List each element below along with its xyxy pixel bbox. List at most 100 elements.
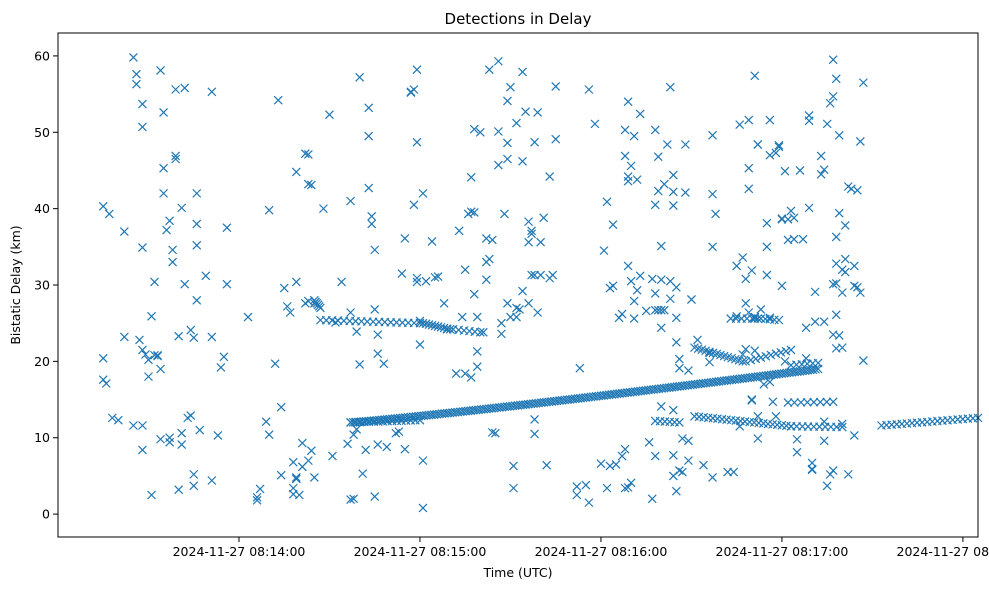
data-point bbox=[735, 120, 745, 130]
data-point bbox=[816, 151, 826, 161]
data-point bbox=[809, 397, 819, 407]
data-point bbox=[750, 71, 760, 81]
data-point bbox=[451, 369, 461, 379]
data-point bbox=[412, 137, 422, 147]
data-point bbox=[138, 243, 147, 253]
data-point bbox=[186, 411, 196, 421]
data-point bbox=[656, 305, 666, 315]
data-point bbox=[493, 56, 503, 66]
data-point bbox=[98, 201, 108, 211]
data-point bbox=[837, 422, 847, 432]
data-point bbox=[759, 379, 769, 389]
data-point bbox=[270, 359, 280, 369]
x-tick-label: 2024-11-27 08:16:00 bbox=[535, 544, 668, 559]
data-point bbox=[98, 353, 108, 363]
data-point bbox=[279, 283, 289, 293]
data-point bbox=[825, 98, 835, 108]
data-point bbox=[650, 200, 660, 210]
data-point bbox=[762, 242, 772, 252]
data-point bbox=[156, 364, 165, 374]
data-point bbox=[472, 362, 482, 372]
data-point bbox=[668, 405, 678, 415]
data-point bbox=[373, 440, 383, 450]
data-point bbox=[288, 457, 298, 467]
data-point bbox=[132, 79, 141, 89]
data-point bbox=[840, 267, 850, 277]
data-point bbox=[626, 478, 636, 488]
data-point bbox=[665, 294, 675, 304]
data-point bbox=[741, 344, 751, 354]
data-point bbox=[355, 72, 365, 82]
y-tick-label: 30 bbox=[34, 278, 50, 293]
data-point bbox=[180, 83, 190, 93]
data-point bbox=[744, 163, 754, 173]
data-point bbox=[213, 431, 223, 440]
data-point bbox=[756, 305, 766, 314]
data-point bbox=[490, 428, 500, 438]
data-point bbox=[623, 482, 633, 492]
data-point bbox=[762, 270, 772, 280]
data-point bbox=[815, 397, 825, 407]
data-point bbox=[364, 103, 374, 113]
data-point bbox=[786, 206, 796, 216]
data-point bbox=[128, 53, 138, 62]
data-point bbox=[285, 308, 295, 317]
data-point bbox=[693, 335, 702, 345]
data-point bbox=[819, 436, 829, 446]
data-point bbox=[766, 350, 776, 360]
data-point bbox=[478, 327, 488, 337]
data-point bbox=[840, 221, 850, 230]
data-point bbox=[617, 309, 627, 319]
data-point bbox=[708, 189, 717, 199]
data-point bbox=[518, 67, 527, 77]
data-point bbox=[807, 458, 817, 468]
data-point bbox=[533, 107, 543, 117]
data-point bbox=[171, 154, 181, 164]
data-point bbox=[674, 354, 684, 364]
data-point bbox=[500, 209, 509, 219]
data-point bbox=[783, 398, 793, 408]
data-point bbox=[439, 298, 449, 308]
data-point bbox=[617, 451, 627, 461]
data-point bbox=[496, 318, 506, 328]
data-point bbox=[460, 369, 470, 379]
data-point bbox=[834, 208, 844, 218]
data-point bbox=[162, 225, 172, 235]
data-point bbox=[430, 272, 440, 282]
y-tick-label: 0 bbox=[42, 507, 50, 522]
data-point bbox=[732, 261, 742, 271]
data-point bbox=[828, 55, 838, 65]
data-point bbox=[469, 289, 479, 299]
data-point bbox=[192, 295, 202, 305]
data-point bbox=[668, 450, 678, 460]
x-tick-label: 2024-11-27 08:17:00 bbox=[716, 544, 849, 559]
data-point bbox=[789, 234, 799, 244]
data-point bbox=[264, 430, 274, 440]
data-point bbox=[684, 366, 693, 375]
data-point bbox=[533, 308, 543, 317]
data-point bbox=[662, 140, 672, 149]
data-point bbox=[738, 350, 748, 359]
data-point bbox=[156, 65, 165, 75]
data-point bbox=[445, 324, 455, 334]
y-axis-ticks: 0 10 20 30 40 50 60 bbox=[34, 48, 58, 522]
data-point bbox=[677, 434, 687, 443]
data-point bbox=[174, 485, 184, 495]
data-point bbox=[373, 349, 383, 359]
data-point bbox=[747, 266, 757, 275]
data-point bbox=[796, 397, 806, 407]
data-point bbox=[623, 261, 633, 271]
data-point bbox=[608, 220, 618, 230]
data-point bbox=[768, 397, 778, 407]
data-point bbox=[524, 237, 533, 247]
y-tick-label: 60 bbox=[34, 48, 50, 63]
data-point bbox=[699, 460, 708, 470]
data-point bbox=[427, 237, 437, 246]
data-point bbox=[291, 167, 301, 177]
data-point bbox=[252, 492, 262, 502]
data-point bbox=[367, 219, 377, 229]
data-point bbox=[687, 295, 696, 304]
data-point bbox=[780, 356, 790, 366]
data-point bbox=[659, 305, 669, 315]
